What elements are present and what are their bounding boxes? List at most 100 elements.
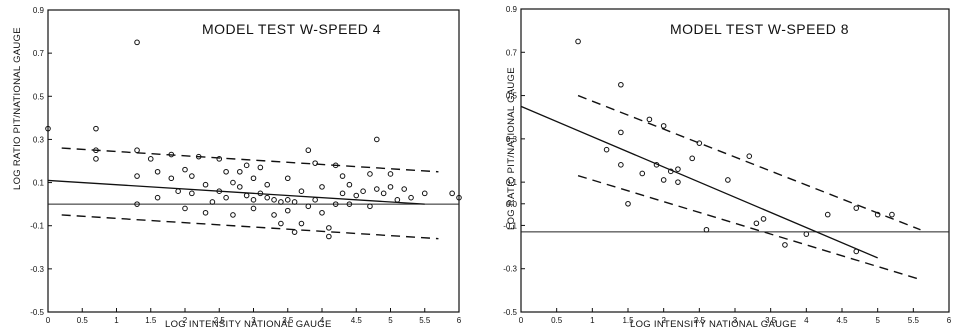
y-axis-label: LOG RATIO PIT/NATIONAL GAUGE (506, 67, 517, 230)
x-tick-label: 5.5 (908, 316, 920, 325)
y-tick-label: 0.9 (33, 6, 45, 15)
data-point (189, 173, 195, 179)
y-tick-label: -0.1 (503, 221, 517, 230)
data-point (305, 147, 312, 154)
data-point (782, 242, 788, 248)
data-point (291, 199, 298, 205)
data-point (93, 147, 99, 154)
data-point (653, 162, 660, 168)
data-point (250, 175, 257, 182)
x-tick-label: 6 (457, 316, 462, 325)
data-point (319, 209, 325, 216)
data-point (332, 201, 339, 207)
data-point (703, 226, 710, 233)
data-point (853, 248, 860, 255)
x-tick-label: 2.5 (694, 316, 706, 325)
data-point (195, 153, 202, 160)
data-point (216, 156, 223, 162)
x-tick-label: 5 (388, 316, 393, 325)
data-point (618, 162, 624, 168)
data-point (625, 200, 631, 207)
data-point (230, 179, 236, 186)
x-tick-label: 4.5 (351, 316, 363, 325)
data-point (326, 233, 332, 240)
data-point (209, 199, 216, 205)
y-tick-label: 0.7 (506, 48, 518, 57)
x-tick-label: 3.5 (282, 316, 294, 325)
data-point (264, 194, 271, 201)
data-point (346, 201, 353, 207)
upper-band-line (61, 147, 439, 173)
data-point (387, 184, 394, 190)
x-tick-label: 5 (875, 316, 880, 325)
data-point (154, 168, 161, 175)
data-point (339, 173, 346, 179)
data-point (93, 156, 99, 162)
chart-right-svg: MODEL TEST W-SPEED 8 LOG INTENSITY NATIO… (503, 5, 952, 330)
data-point (401, 186, 408, 192)
data-point (134, 201, 140, 207)
data-point (421, 190, 428, 197)
data-point (339, 190, 346, 197)
data-point (668, 168, 674, 175)
x-tick-label: 5.5 (419, 316, 431, 325)
data-point (360, 188, 366, 194)
data-point (278, 199, 284, 205)
x-tick-label: 4.5 (836, 316, 848, 325)
data-point (353, 192, 360, 199)
data-point (175, 188, 181, 194)
data-point (189, 190, 195, 197)
data-point (202, 209, 209, 216)
data-point (202, 181, 209, 188)
data-point (675, 166, 681, 172)
y-tick-label: 0.5 (506, 92, 518, 101)
data-point (312, 160, 318, 166)
chart-panel-right: MODEL TEST W-SPEED 8 LOG INTENSITY NATIO… (480, 0, 954, 331)
data-point (264, 181, 271, 188)
chart-title: MODEL TEST W-SPEED 8 (670, 21, 849, 37)
data-point (278, 220, 284, 227)
data-point (237, 184, 243, 190)
data-point (284, 207, 291, 214)
data-point (639, 170, 646, 177)
data-point (182, 205, 188, 212)
data-point (168, 151, 175, 158)
data-point (230, 212, 236, 218)
data-point (449, 190, 455, 197)
data-point (746, 153, 753, 159)
data-point (243, 162, 250, 169)
lower-band-line (577, 174, 921, 281)
plot-frame (520, 8, 950, 313)
x-tick-label: 3.5 (765, 316, 777, 325)
x-tick-label: 3 (251, 316, 256, 325)
data-point (271, 197, 277, 203)
lower-band-line (61, 214, 439, 240)
data-point (889, 211, 895, 218)
x-tick-label: 1.5 (622, 316, 634, 325)
y-tick-label: -0.1 (30, 222, 44, 231)
y-tick-label: 0.5 (33, 92, 45, 101)
data-point (257, 164, 264, 171)
data-point (134, 173, 140, 179)
y-tick-label: 0.1 (506, 178, 518, 187)
data-point (689, 155, 695, 162)
data-point (575, 38, 581, 45)
x-tick-label: 4 (804, 316, 809, 325)
data-point (237, 168, 243, 175)
regression-line (520, 105, 878, 259)
data-point (660, 177, 667, 183)
data-point (803, 231, 810, 237)
data-point (154, 194, 161, 201)
data-point (223, 168, 229, 175)
x-tick-label: 2 (183, 316, 188, 325)
data-point (408, 194, 414, 201)
data-point (134, 147, 140, 154)
data-point (760, 216, 767, 222)
data-point (257, 190, 264, 197)
data-point (394, 197, 401, 203)
chart-left-svg: MODEL TEST W-SPEED 4 LOG INTENSITY NATIO… (12, 6, 462, 330)
data-point (456, 194, 462, 201)
data-point (305, 203, 312, 210)
x-tick-label: 2 (661, 316, 666, 325)
y-tick-label: 0.3 (33, 135, 45, 144)
